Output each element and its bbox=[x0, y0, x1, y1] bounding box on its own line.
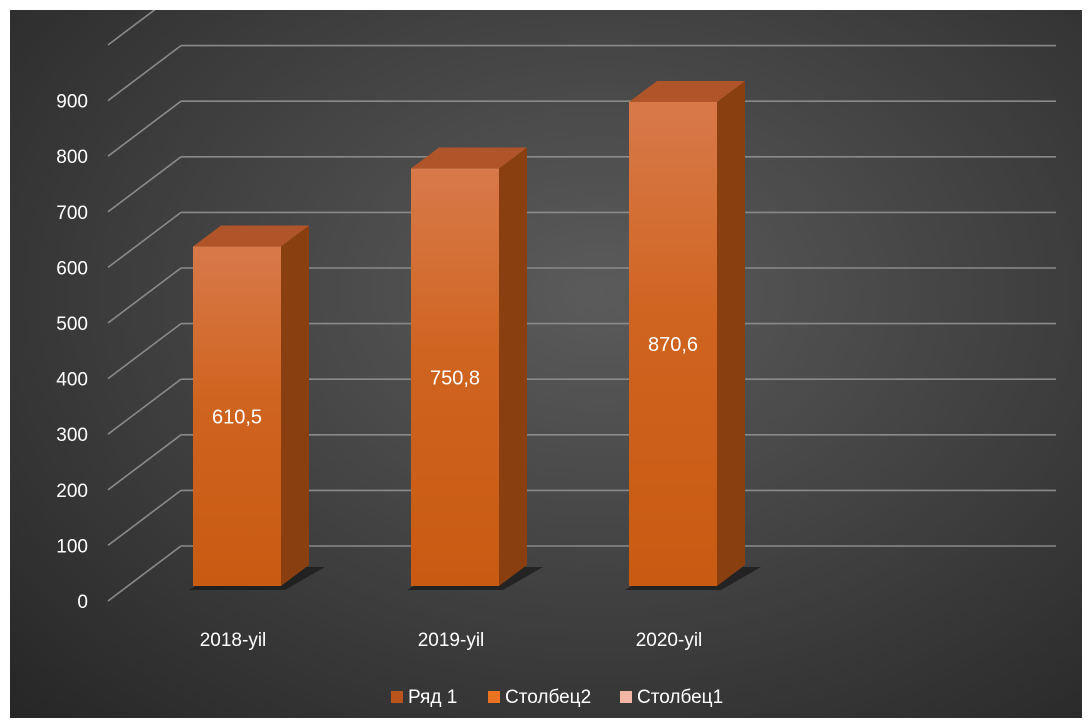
gridline-depth bbox=[107, 322, 182, 380]
bar bbox=[193, 246, 281, 586]
bar-top bbox=[629, 80, 745, 102]
data-label: 750,8 bbox=[430, 367, 480, 389]
gridline-depth bbox=[107, 211, 182, 269]
bar-side bbox=[281, 225, 309, 586]
legend: Ряд 1 Столбец2 Столбец1 bbox=[391, 687, 723, 708]
bar-side bbox=[499, 147, 527, 586]
gridline-depth bbox=[107, 378, 182, 435]
legend-swatch bbox=[391, 691, 403, 703]
chart-svg: 0 100 200 300 400 500 600 700 800 900 610,5 750,8 8… bbox=[56, 10, 1056, 708]
y-tick-label: 800 bbox=[56, 147, 88, 168]
legend-entry: Столбец1 bbox=[637, 687, 723, 708]
legend-swatch bbox=[620, 691, 632, 703]
y-tick-label: 900 bbox=[56, 92, 88, 113]
y-axis-ticks: 0 100 200 300 400 500 600 700 800 900 bbox=[56, 92, 88, 613]
legend-swatch bbox=[488, 691, 500, 703]
bar bbox=[629, 101, 717, 586]
y-tick-label: 100 bbox=[56, 536, 88, 557]
y-tick-label: 600 bbox=[56, 258, 88, 279]
bar-top bbox=[193, 225, 309, 247]
gridline-depth bbox=[107, 434, 182, 491]
legend-entry: Столбец2 bbox=[505, 687, 591, 708]
gridline-depth bbox=[107, 267, 182, 324]
x-tick-label: 2019-yil bbox=[418, 630, 485, 651]
x-tick-label: 2020-yil bbox=[636, 630, 703, 651]
y-tick-label: 500 bbox=[56, 314, 88, 335]
gridline-depth bbox=[107, 44, 182, 102]
x-axis-labels: 2018-yil 2019-yil 2020-yil bbox=[200, 630, 703, 651]
y-tick-label: 300 bbox=[56, 425, 88, 446]
bar bbox=[411, 168, 499, 586]
y-tick-label: 0 bbox=[77, 592, 88, 613]
bar-side bbox=[717, 80, 745, 586]
grid-layer bbox=[107, 10, 1056, 602]
bar-top bbox=[411, 147, 527, 169]
gridline-depth bbox=[107, 156, 182, 213]
chart-area: 0 100 200 300 400 500 600 700 800 900 610,5 750,8 8… bbox=[10, 10, 1082, 718]
bars: 610,5 750,8 870,6 bbox=[189, 80, 761, 590]
gridline-depth bbox=[107, 10, 156, 46]
legend-entry: Ряд 1 bbox=[408, 687, 457, 708]
y-tick-label: 400 bbox=[56, 370, 88, 391]
gridline-depth bbox=[107, 100, 182, 157]
y-tick-label: 700 bbox=[56, 203, 88, 224]
data-label: 870,6 bbox=[648, 334, 698, 356]
data-label: 610,5 bbox=[212, 406, 262, 428]
gridline-depth bbox=[107, 545, 182, 602]
gridline-depth bbox=[107, 489, 182, 547]
x-tick-label: 2018-yil bbox=[200, 630, 267, 651]
y-tick-label: 200 bbox=[56, 481, 88, 502]
